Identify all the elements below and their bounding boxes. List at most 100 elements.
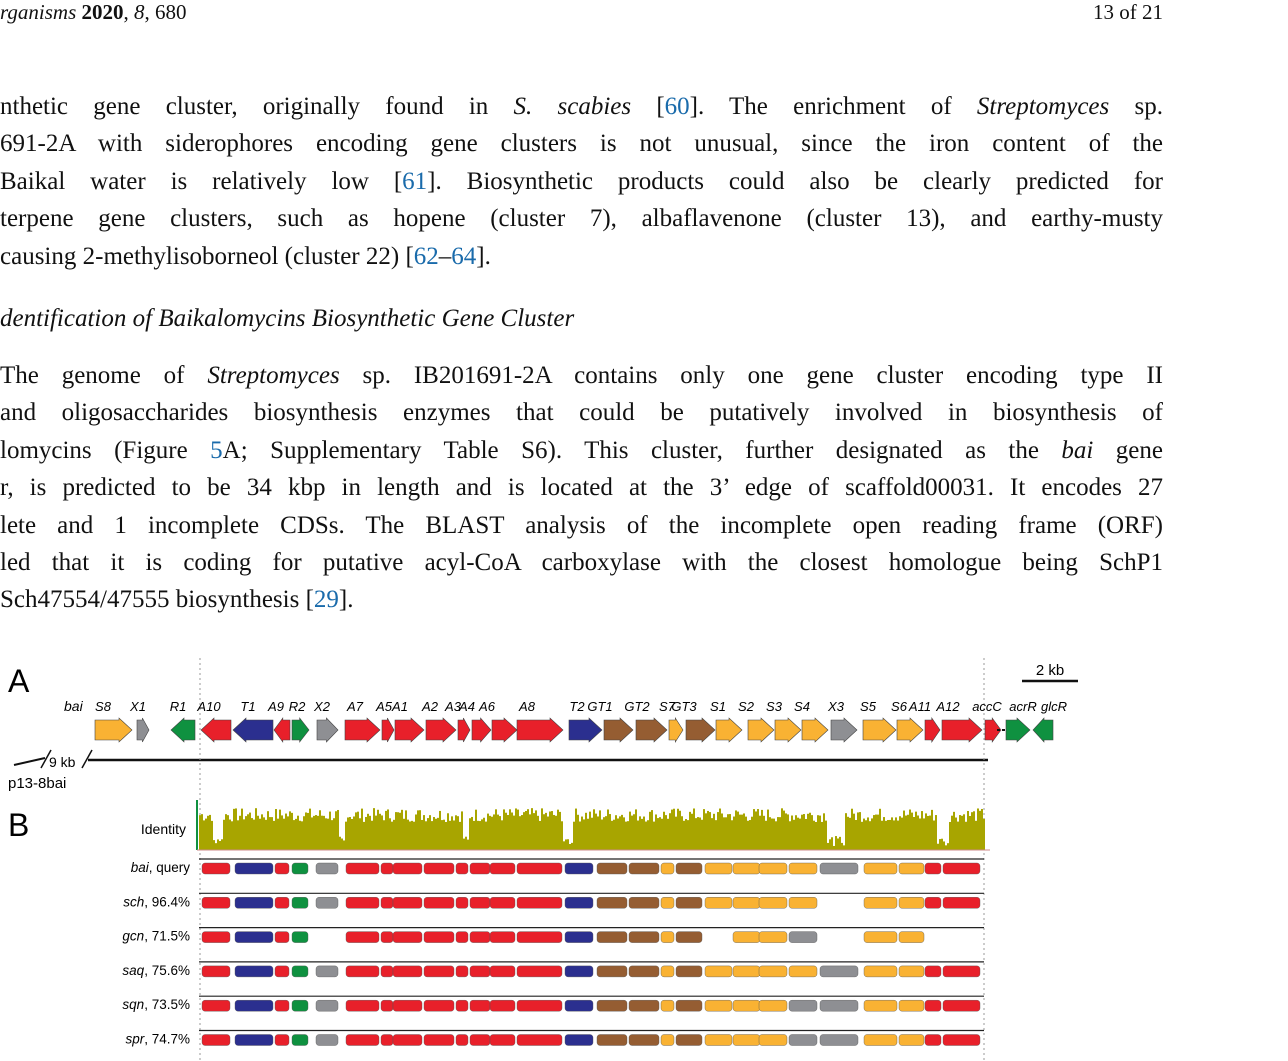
citation-link[interactable]: 62 bbox=[413, 242, 439, 270]
alignment-block bbox=[392, 862, 423, 875]
page-number: 13 of 21 bbox=[1093, 0, 1163, 24]
identity-bar bbox=[813, 820, 815, 850]
identity-bar bbox=[869, 821, 871, 850]
identity-bar bbox=[345, 821, 347, 850]
identity-bar bbox=[359, 818, 361, 850]
identity-bar bbox=[549, 811, 551, 850]
gene-arrow-gt3 bbox=[685, 717, 716, 743]
alignment-block bbox=[380, 862, 394, 875]
identity-bar bbox=[823, 813, 825, 850]
citation-link[interactable]: 64 bbox=[451, 242, 477, 270]
alignment-block bbox=[924, 862, 942, 875]
gene-label-a10: A10 bbox=[196, 699, 221, 714]
identity-bar bbox=[565, 839, 567, 850]
text-span: Streptomyces bbox=[976, 93, 1110, 120]
alignment-block bbox=[898, 1034, 925, 1046]
identity-bar bbox=[319, 810, 321, 850]
gene-label-s6: S6 bbox=[891, 699, 908, 714]
identity-bar bbox=[935, 815, 937, 850]
identity-bar bbox=[861, 821, 863, 850]
identity-bar bbox=[533, 813, 535, 850]
identity-bar bbox=[343, 840, 345, 850]
alignment-block bbox=[345, 931, 380, 943]
identity-bar bbox=[327, 818, 329, 850]
identity-bar bbox=[421, 819, 423, 850]
text-span: nthetic gene cluster, originally found i… bbox=[0, 93, 514, 120]
scale-bar-label: 2 kb bbox=[1036, 662, 1064, 679]
citation-link[interactable]: 61 bbox=[402, 167, 428, 195]
alignment-block bbox=[291, 897, 309, 909]
identity-bar bbox=[379, 813, 381, 850]
identity-bar bbox=[249, 812, 251, 850]
identity-bar bbox=[765, 820, 767, 850]
identity-bar bbox=[641, 818, 643, 850]
alignment-block bbox=[380, 931, 394, 943]
citation-link[interactable]: 29 bbox=[313, 586, 339, 614]
identity-bar bbox=[475, 809, 477, 850]
identity-bar bbox=[485, 821, 487, 850]
gene-arrow-s7 bbox=[668, 716, 684, 744]
running-header: rganisms 2020, 8, 680 bbox=[0, 0, 187, 24]
identity-bar bbox=[893, 820, 895, 850]
identity-bar bbox=[339, 836, 341, 850]
identity-bar bbox=[253, 819, 255, 850]
identity-bar bbox=[807, 813, 809, 850]
citation-link[interactable]: 5 bbox=[210, 436, 223, 464]
text-span: Sch47554/47555 biosynthesis [ bbox=[0, 586, 314, 614]
alignment-block bbox=[898, 897, 925, 909]
alignment-block bbox=[274, 1034, 290, 1046]
identity-bar bbox=[875, 814, 877, 850]
identity-bar bbox=[885, 820, 887, 850]
alignment-block bbox=[732, 1034, 761, 1046]
alignment-block bbox=[380, 965, 394, 978]
identity-bar bbox=[525, 810, 527, 850]
alignment-block bbox=[758, 965, 788, 978]
identity-bar bbox=[763, 815, 765, 850]
identity-bar bbox=[579, 821, 581, 850]
gene-arrow-acrr bbox=[1005, 717, 1031, 743]
identity-bar bbox=[287, 816, 289, 850]
text-span: ]. bbox=[476, 242, 491, 270]
identity-bar bbox=[205, 818, 207, 850]
identity-bar bbox=[353, 816, 355, 850]
identity-bar bbox=[783, 810, 785, 850]
alignment-block bbox=[819, 1000, 859, 1012]
identity-bar bbox=[587, 818, 589, 850]
identity-bar bbox=[959, 815, 961, 850]
identity-bar bbox=[299, 820, 301, 850]
identity-bar bbox=[667, 818, 669, 850]
text-line: lomycins (Figure 5A; Supplementary Table… bbox=[0, 432, 1163, 469]
identity-bar bbox=[975, 820, 977, 850]
alignment-separator: , bbox=[144, 1032, 152, 1047]
identity-bar bbox=[543, 814, 545, 850]
identity-bar bbox=[597, 816, 599, 850]
alignment-block bbox=[392, 965, 423, 978]
alignment-block bbox=[234, 897, 274, 909]
identity-bar bbox=[431, 821, 433, 850]
identity-bar bbox=[799, 818, 801, 850]
alignment-block bbox=[469, 897, 491, 909]
alignment-block bbox=[489, 862, 516, 875]
identity-bar bbox=[257, 815, 259, 850]
identity-bar bbox=[619, 816, 621, 850]
identity-bar bbox=[241, 808, 243, 850]
identity-bar bbox=[881, 820, 883, 850]
identity-bar bbox=[493, 814, 495, 850]
alignment-block bbox=[315, 1034, 339, 1046]
identity-bar bbox=[401, 809, 403, 850]
identity-bar bbox=[789, 821, 791, 850]
gene-arrow-a6 bbox=[491, 717, 518, 743]
identity-bar bbox=[645, 821, 647, 850]
alignment-block bbox=[455, 931, 469, 943]
identity-bar bbox=[817, 815, 819, 850]
identity-bar bbox=[201, 814, 203, 850]
gene-label-s5: S5 bbox=[860, 699, 877, 714]
identity-bar bbox=[833, 845, 835, 850]
alignment-block bbox=[924, 1000, 942, 1012]
alignment-name: gcn bbox=[122, 929, 144, 944]
alignment-block bbox=[863, 931, 898, 943]
text-line: causing 2-methylisoborneol (cluster 22) … bbox=[0, 238, 1163, 275]
gene-label-r1: R1 bbox=[170, 699, 187, 714]
citation-link[interactable]: 60 bbox=[664, 93, 690, 120]
identity-bar bbox=[815, 821, 817, 850]
